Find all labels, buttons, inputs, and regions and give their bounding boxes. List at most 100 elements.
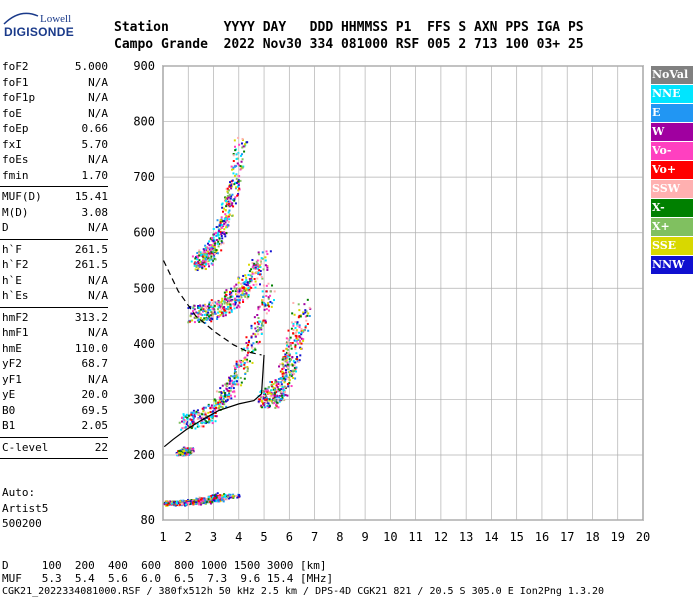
echo-point (302, 330, 305, 333)
echo-point (239, 376, 242, 379)
echo-point (228, 391, 231, 394)
echo-point (258, 264, 261, 267)
x-tick-label: 19 (611, 530, 625, 544)
echo-point (245, 289, 248, 292)
echo-point (261, 301, 264, 304)
echo-point (257, 333, 260, 336)
y-tick-label: 700 (133, 170, 155, 184)
echo-point (237, 288, 240, 291)
echo-point (265, 312, 268, 315)
echo-point (193, 413, 196, 416)
echo-point (235, 375, 238, 378)
echo-point (220, 203, 223, 206)
echo-point (258, 340, 261, 343)
echo-point (250, 268, 253, 271)
echo-point (233, 374, 236, 377)
echo-point (262, 392, 265, 395)
echo-point (213, 497, 216, 500)
echo-point (211, 236, 214, 239)
param-row: yF1 N/A (2, 373, 108, 387)
echo-point (224, 383, 227, 386)
echo-point (228, 389, 231, 392)
echo-point (221, 237, 224, 240)
echo-point (191, 420, 194, 423)
echo-point (229, 382, 232, 385)
echo-point (198, 249, 201, 252)
legend-item-sse: SSE (651, 237, 693, 255)
echo-point (231, 202, 234, 205)
echo-point (204, 308, 207, 311)
echo-point (212, 414, 215, 417)
echo-point (228, 189, 231, 192)
echo-point (226, 389, 229, 392)
echo-point (242, 287, 245, 290)
echo-point (224, 297, 227, 300)
echo-point (202, 318, 205, 321)
echo-point (196, 502, 199, 505)
echo-point (289, 344, 292, 347)
echo-point (201, 413, 204, 416)
echo-point (218, 396, 221, 399)
echo-point (274, 381, 277, 384)
echo-point (234, 300, 237, 303)
param-value: N/A (88, 153, 108, 166)
echo-point (238, 359, 241, 362)
echo-point (242, 289, 245, 292)
echo-point (218, 239, 221, 242)
echo-point (190, 260, 193, 263)
echo-point (292, 360, 295, 363)
echo-point (210, 404, 213, 407)
echo-point (267, 402, 270, 405)
param-row: D N/A (2, 221, 108, 235)
echo-point (237, 189, 240, 192)
echo-point (272, 383, 275, 386)
echo-point (260, 396, 263, 399)
echo-point (202, 498, 205, 501)
echo-point (257, 253, 260, 256)
echo-point (182, 500, 185, 503)
echo-point (205, 421, 208, 424)
echo-point (196, 256, 199, 259)
param-value: N/A (88, 75, 108, 89)
echo-point (217, 500, 220, 503)
echo-point (199, 498, 202, 501)
echo-point (273, 299, 276, 302)
echo-point (222, 500, 225, 503)
echo-point (236, 162, 239, 165)
echo-point (251, 361, 254, 364)
param-row: M(D) 3.08 (2, 206, 108, 220)
echo-point (242, 292, 245, 295)
echo-point (246, 367, 249, 370)
y-tick-label: 400 (133, 337, 155, 351)
echo-point (198, 309, 201, 312)
echo-point (208, 318, 211, 321)
echo-point (306, 322, 309, 325)
echo-point (245, 279, 248, 282)
echo-point (297, 360, 300, 363)
echo-point (264, 321, 267, 324)
echo-point (204, 267, 207, 270)
echo-point (262, 324, 265, 327)
echo-point (247, 273, 250, 276)
echo-point (223, 232, 226, 235)
echo-point (240, 381, 243, 384)
footer-distance-row: D 100 200 400 600 800 1000 1500 3000 [km… (2, 559, 327, 572)
echo-point (205, 500, 208, 503)
echo-point (187, 453, 190, 456)
echo-point (226, 305, 229, 308)
echo-point (279, 397, 282, 400)
echo-point (295, 352, 298, 355)
echo-point (225, 187, 228, 190)
echo-point (225, 200, 228, 203)
echo-point (192, 421, 195, 424)
echo-point (181, 501, 184, 504)
param-value: N/A (88, 273, 108, 287)
echo-point (265, 284, 268, 287)
echo-point (273, 401, 276, 404)
echo-point (232, 381, 235, 384)
echo-point (210, 248, 213, 251)
echo-point (258, 320, 261, 323)
echo-point (253, 272, 256, 275)
echo-point (260, 399, 263, 402)
x-tick-label: 8 (336, 530, 343, 544)
